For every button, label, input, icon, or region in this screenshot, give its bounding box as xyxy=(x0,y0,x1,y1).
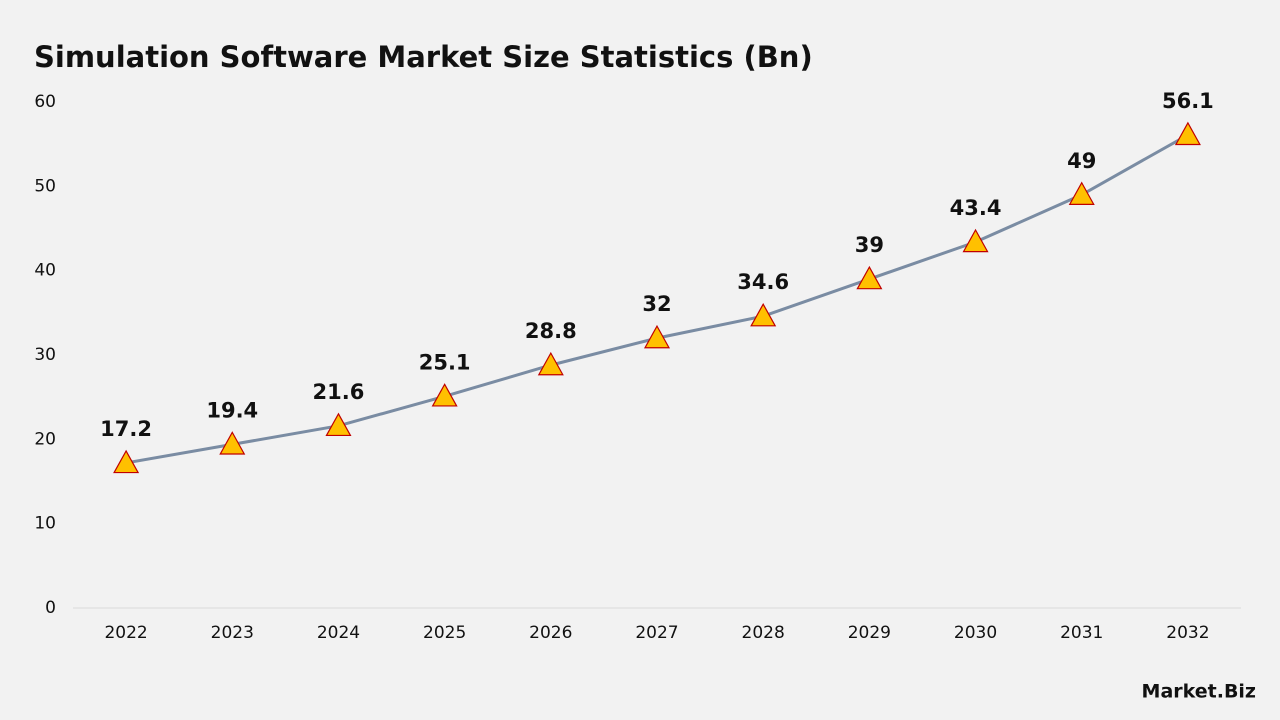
data-label: 56.1 xyxy=(1162,89,1214,113)
marker xyxy=(643,324,671,349)
marker xyxy=(856,265,883,290)
marker xyxy=(431,383,458,407)
x-tick-label: 2031 xyxy=(1060,623,1103,643)
marker xyxy=(325,412,352,437)
data-label: 25.1 xyxy=(419,350,471,374)
marker xyxy=(113,449,140,474)
y-tick-label: 0 xyxy=(45,598,56,618)
data-label: 49 xyxy=(1067,149,1096,173)
data-label: 21.6 xyxy=(313,380,365,404)
marker xyxy=(1068,181,1095,205)
x-tick-label: 2024 xyxy=(317,623,360,643)
data-label: 17.2 xyxy=(100,417,152,441)
chart-title: Simulation Software Market Size Statisti… xyxy=(34,40,813,74)
data-label: 39 xyxy=(855,233,884,257)
x-tick-label: 2028 xyxy=(742,623,785,643)
y-tick-label: 50 xyxy=(34,176,56,196)
data-label: 43.4 xyxy=(950,196,1002,220)
y-tick-label: 30 xyxy=(34,345,56,365)
x-tick-label: 2032 xyxy=(1166,623,1209,643)
data-label: 28.8 xyxy=(525,319,577,343)
x-tick-label: 2030 xyxy=(954,623,997,643)
x-tick-label: 2023 xyxy=(211,623,254,643)
marker xyxy=(750,302,777,327)
y-tick-label: 10 xyxy=(34,514,56,534)
data-label: 34.6 xyxy=(737,270,789,294)
x-tick-label: 2022 xyxy=(104,623,147,643)
x-tick-label: 2029 xyxy=(848,623,891,643)
marker xyxy=(962,228,989,253)
marker xyxy=(1174,121,1201,146)
x-tick-label: 2027 xyxy=(635,623,678,643)
x-tick-label: 2025 xyxy=(423,623,466,643)
marker xyxy=(219,431,246,455)
y-tick-label: 20 xyxy=(34,429,56,449)
x-tick-label: 2026 xyxy=(529,623,572,643)
data-label: 19.4 xyxy=(206,398,258,422)
data-label: 32 xyxy=(642,292,671,316)
brand-logo: Market.Biz xyxy=(1142,681,1256,703)
marker xyxy=(537,351,564,376)
y-tick-label: 40 xyxy=(34,261,56,281)
y-tick-label: 60 xyxy=(34,92,56,112)
